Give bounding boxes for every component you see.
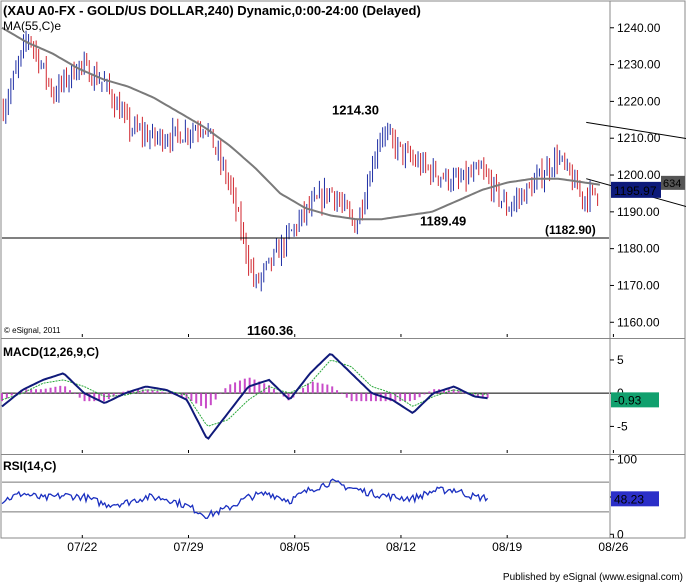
y-tick-label: 1180.00 <box>617 242 660 256</box>
y-tick-label: 1210.00 <box>617 131 661 145</box>
panel-frames <box>0 0 686 539</box>
y-tick-label: 1170.00 <box>617 278 660 292</box>
y-tick-label: 1200.00 <box>617 168 661 182</box>
macd-label: MACD(12,26,9,C) <box>3 345 99 359</box>
last-price-badge <box>611 181 661 198</box>
ma-label: MA(55,C)e <box>3 19 61 33</box>
macd-value-text: -0.93 <box>614 393 642 407</box>
channel-upper-line <box>586 121 686 139</box>
x-tick-label: 08/05 <box>280 540 310 554</box>
y-tick-label: 100 <box>617 453 637 467</box>
y-tick-label: 5 <box>617 353 624 367</box>
x-tick-label: 07/29 <box>173 540 203 554</box>
x-tick-label: 08/19 <box>492 540 522 554</box>
y-tick-label: 1190.00 <box>617 205 660 219</box>
price-annotation: 1160.36 <box>247 323 293 338</box>
macd-signal-line <box>1 359 488 427</box>
chart-title: (XAU A0-FX - GOLD/US DOLLAR,240) Dynamic… <box>3 3 421 18</box>
y-tick-label: 1240.00 <box>617 21 661 35</box>
y-tick-label: 1220.00 <box>617 94 661 108</box>
ma-badge <box>661 175 685 190</box>
support-level-label: (1182.90) <box>545 223 596 237</box>
y-tick-label: 1160.00 <box>617 315 660 329</box>
copyright-label: © eSignal, 2011 <box>4 326 61 335</box>
rsi-value-badge <box>611 491 659 507</box>
rsi-line <box>1 478 489 519</box>
y-tick-label: 0 <box>617 527 624 541</box>
macd-value-badge <box>611 392 659 408</box>
ma-line <box>1 26 601 221</box>
rsi-value-text: 48.23 <box>614 492 644 506</box>
ma-badge-text: 634 <box>663 178 681 190</box>
x-tick-label: 08/12 <box>386 540 416 554</box>
price-annotation: 1214.30 <box>332 102 379 117</box>
x-tick-label: 07/22 <box>67 540 97 554</box>
outer-border <box>0 0 686 539</box>
x-tick-label: 08/26 <box>598 540 628 554</box>
last-price-text: 1195.97 <box>614 184 657 198</box>
macd-line <box>1 353 488 440</box>
y-tick-label: -5 <box>617 419 628 433</box>
footer-label: Published by eSignal (www.esignal.com) <box>503 572 683 583</box>
price-annotation: 1189.49 <box>420 214 466 229</box>
y-tick-label: 1230.00 <box>617 58 661 72</box>
macd-panel: 50-5-0.93 <box>1 353 659 440</box>
rsi-panel: 10050048.23 <box>1 453 659 541</box>
rsi-label: RSI(14,C) <box>3 459 56 473</box>
price-panel: 1240.00 1230.00 1220.00 1210.00 1200.00 1190.… <box>1 21 686 338</box>
